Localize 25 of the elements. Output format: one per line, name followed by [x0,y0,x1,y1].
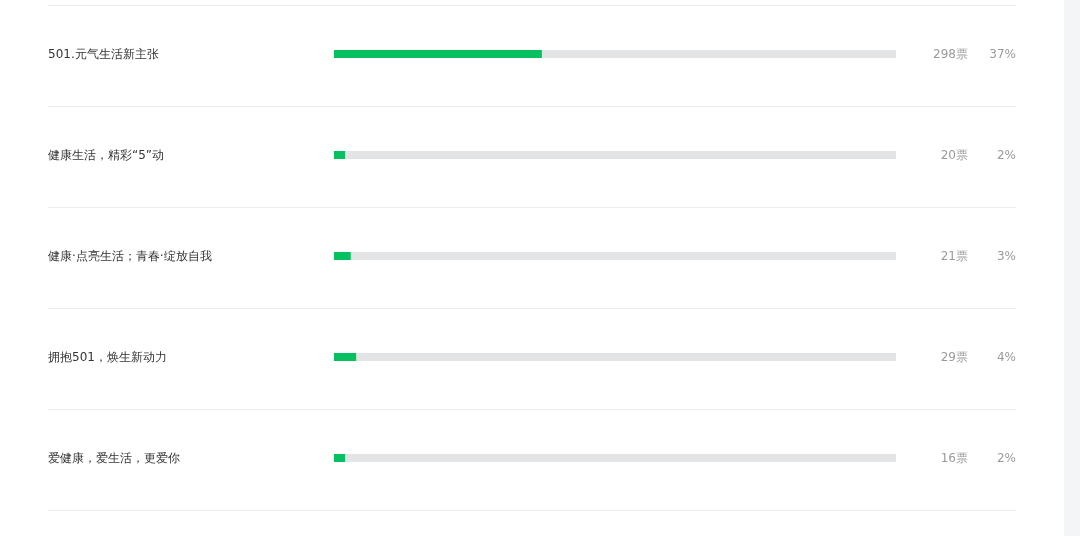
bar [334,353,357,361]
bar [350,252,896,260]
bar [334,151,346,159]
text: 20票 [940,148,968,163]
bar [334,50,542,58]
data-label: 2% [996,148,1016,163]
y-tick-label: 拥抱501，焕生新动力 [48,350,167,365]
y-tick-label: 健康生活，精彩“5”动 [48,148,165,163]
bar [345,151,896,159]
y-tick-label: 健康·点亮生活；青春·绽放自我 [48,249,212,264]
data-label: 3% [996,249,1016,264]
bar [334,454,346,462]
bar [334,252,351,260]
text: 298票 [933,47,968,62]
data-label: 37% [989,47,1016,62]
text: 21票 [940,249,968,264]
y-tick-label: 爱健康，爱生活，更爱你 [48,451,180,466]
text: 16票 [940,451,968,466]
data-label: 2% [996,451,1016,466]
bar [356,353,896,361]
bar [345,454,896,462]
data-label: 4% [996,350,1016,365]
bar [541,50,896,58]
y-tick-label: 501.元气生活新主张 [48,47,159,62]
text: 29票 [940,350,968,365]
